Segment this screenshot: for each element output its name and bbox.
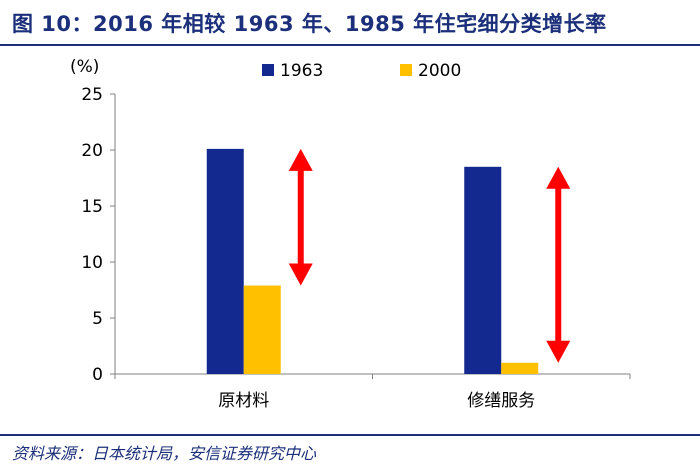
legend-swatch-1963 bbox=[262, 64, 274, 76]
bar-chart: (%) 1963 2000 0 5 10 15 20 25 原材料 修缮服务 bbox=[70, 57, 631, 411]
y-tick-label: 15 bbox=[81, 197, 103, 217]
y-tick-label: 20 bbox=[81, 141, 103, 161]
source-note: 资料来源：日本统计局，安信证券研究中心 bbox=[12, 444, 317, 463]
bar-1963-修缮服务 bbox=[464, 166, 502, 374]
y-unit-label: (%) bbox=[70, 57, 99, 77]
title-divider bbox=[0, 44, 700, 46]
arrow-head-down bbox=[546, 340, 571, 363]
bars bbox=[206, 148, 539, 374]
bar-2000-原材料 bbox=[243, 285, 281, 374]
legend-label-1963: 1963 bbox=[280, 61, 323, 81]
arrow-head-down bbox=[288, 263, 313, 286]
bar-2000-修缮服务 bbox=[501, 362, 539, 374]
legend-swatch-2000 bbox=[400, 64, 412, 76]
bar-1963-原材料 bbox=[206, 148, 244, 374]
arrow-shaft bbox=[297, 168, 304, 266]
y-tick-label: 5 bbox=[92, 309, 103, 329]
change-arrow-原材料 bbox=[288, 148, 313, 286]
y-tick-label: 0 bbox=[92, 365, 103, 385]
change-arrow-修缮服务 bbox=[546, 166, 571, 363]
arrow-shaft bbox=[555, 186, 562, 343]
chart-title: 图 10：2016 年相较 1963 年、1985 年住宅细分类增长率 bbox=[12, 12, 607, 36]
arrow-head-up bbox=[546, 166, 571, 189]
axes: 0 5 10 15 20 25 原材料 修缮服务 bbox=[81, 85, 631, 411]
change-arrows bbox=[288, 148, 571, 363]
y-tick-label: 10 bbox=[81, 253, 103, 273]
x-category-label: 原材料 bbox=[218, 391, 269, 411]
y-tick-label: 25 bbox=[81, 85, 103, 105]
source-divider bbox=[0, 434, 700, 436]
legend: 1963 2000 bbox=[262, 61, 461, 81]
arrow-head-up bbox=[288, 148, 313, 171]
legend-label-2000: 2000 bbox=[418, 61, 461, 81]
x-category-label: 修缮服务 bbox=[467, 391, 535, 411]
